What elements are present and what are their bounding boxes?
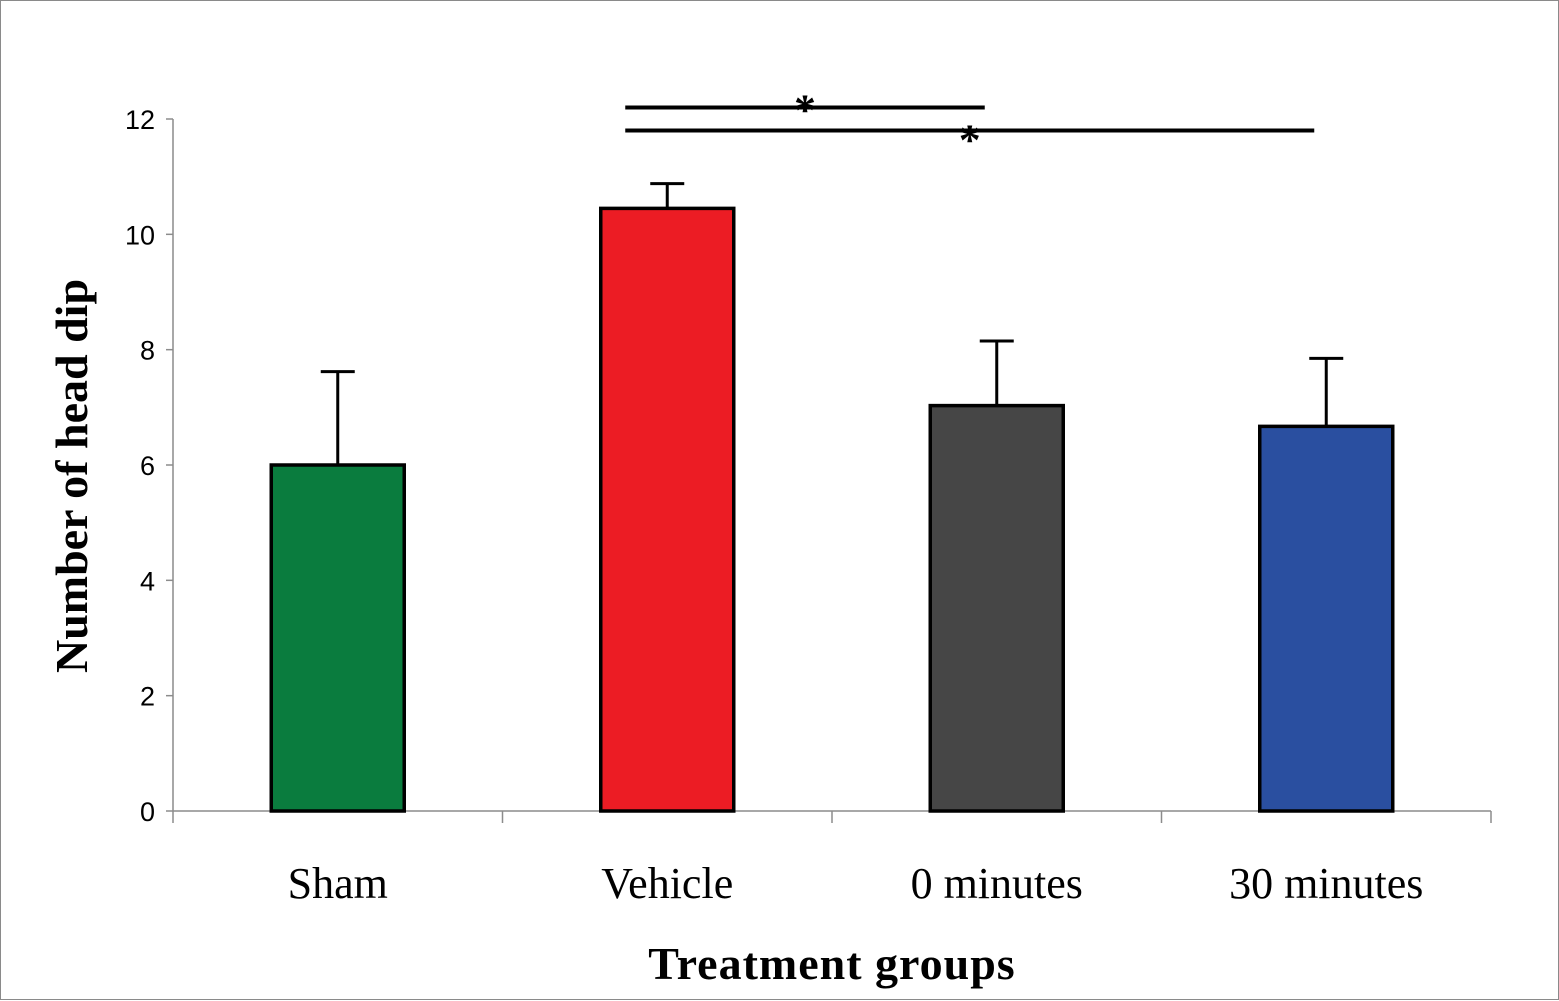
x-axis-title: Treatment groups bbox=[648, 938, 1015, 989]
bars bbox=[269, 206, 1395, 813]
y-tick-label: 6 bbox=[140, 451, 155, 481]
y-axis-title: Number of head dip bbox=[46, 279, 97, 673]
significance-asterisk: * bbox=[794, 85, 816, 134]
y-tick-label: 4 bbox=[140, 566, 155, 596]
bar-vehicle bbox=[599, 206, 736, 813]
y-ticks: 0 2 4 6 8 10 12 bbox=[125, 105, 173, 827]
x-category-label: 30 minutes bbox=[1229, 859, 1423, 908]
error-bars bbox=[320, 182, 1344, 465]
x-category-label: Vehicle bbox=[601, 859, 733, 908]
bar-0-minutes bbox=[928, 403, 1065, 813]
significance-brackets: ** bbox=[625, 85, 1315, 165]
y-tick-label: 10 bbox=[125, 220, 155, 250]
bar-sham bbox=[269, 463, 406, 813]
y-tick-label: 8 bbox=[140, 336, 155, 366]
y-tick-label: 0 bbox=[140, 797, 155, 827]
x-category-label: 0 minutes bbox=[911, 859, 1083, 908]
x-ticks: Sham Vehicle 0 minutes 30 minutes bbox=[172, 811, 1492, 908]
y-tick-label: 2 bbox=[140, 682, 155, 712]
x-category-label: Sham bbox=[288, 859, 388, 908]
significance-asterisk: * bbox=[959, 116, 981, 165]
bar-30-minutes bbox=[1258, 424, 1395, 813]
y-tick-label: 12 bbox=[125, 105, 155, 135]
